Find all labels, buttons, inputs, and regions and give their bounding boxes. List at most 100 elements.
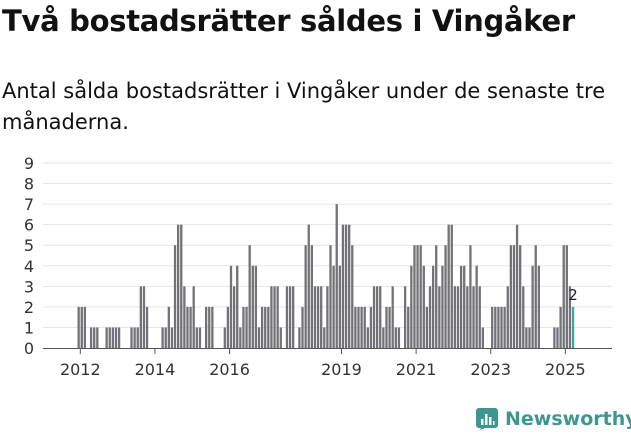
- bar: [469, 245, 472, 348]
- bar: [341, 224, 345, 348]
- bar: [553, 327, 556, 348]
- bar-highlight: [571, 306, 575, 348]
- bar: [298, 327, 301, 348]
- bar: [372, 286, 376, 348]
- bar: [130, 327, 133, 348]
- y-tick-label: 5: [24, 236, 34, 255]
- y-tick-label: 8: [24, 175, 34, 194]
- x-tick-label: 2023: [470, 360, 511, 379]
- bar: [232, 286, 236, 348]
- bar: [167, 306, 170, 348]
- x-axis: 2012 2014 2016 2019 2021 2023 2025: [43, 348, 612, 379]
- bar: [562, 245, 565, 348]
- bar: [288, 286, 292, 348]
- bar: [450, 224, 453, 348]
- bar: [375, 286, 379, 348]
- bar: [431, 265, 435, 348]
- brand-name: Newsworthy: [505, 408, 631, 430]
- bar: [385, 306, 388, 348]
- bar: [173, 245, 177, 348]
- bar: [114, 327, 118, 348]
- x-tick-label: 2025: [545, 360, 586, 379]
- y-tick-label: 6: [24, 216, 34, 235]
- bar: [276, 286, 279, 348]
- bar: [254, 265, 258, 348]
- bar: [441, 265, 444, 348]
- bar: [111, 327, 115, 348]
- bar: [459, 265, 463, 348]
- bar: [301, 306, 304, 348]
- bar: [117, 327, 121, 348]
- bar: [292, 286, 295, 348]
- bar: [565, 245, 568, 348]
- bar: [413, 245, 416, 348]
- bar: [537, 265, 540, 348]
- bar: [357, 306, 360, 348]
- bar: [307, 224, 310, 348]
- x-tick-label: 2014: [135, 360, 176, 379]
- bar: [338, 265, 341, 348]
- bar: [348, 224, 351, 348]
- bar: [313, 286, 317, 348]
- bar: [80, 306, 83, 348]
- x-tick-label: 2016: [209, 360, 250, 379]
- bar: [522, 286, 525, 348]
- bar: [145, 306, 149, 348]
- y-tick-label: 0: [24, 339, 34, 358]
- bar: [534, 245, 537, 348]
- x-tick-label: 2019: [321, 360, 362, 379]
- bar: [382, 327, 385, 348]
- bar: [366, 327, 369, 348]
- bar: [344, 224, 348, 348]
- y-tick-label: 7: [24, 195, 34, 214]
- x-tick-label: 2021: [396, 360, 437, 379]
- bar: [242, 306, 245, 348]
- chart-title: Två bostadsrätter såldes i Vingåker: [2, 4, 575, 38]
- bar: [435, 245, 438, 348]
- chart-subtitle: Antal sålda bostadsrätter i Vingåker und…: [2, 79, 606, 134]
- bar: [320, 286, 323, 348]
- bar: [93, 327, 96, 348]
- bar: [512, 245, 516, 348]
- bar: [503, 306, 506, 348]
- bar: [363, 306, 366, 348]
- bar: [170, 327, 174, 348]
- bar: [559, 306, 562, 348]
- bar: [568, 286, 572, 348]
- bar: [239, 327, 242, 348]
- bar: [260, 306, 264, 348]
- bar-chart-icon: [476, 408, 498, 430]
- y-tick-label: 1: [24, 318, 34, 337]
- bar: [360, 306, 363, 348]
- bar: [257, 327, 261, 348]
- bars: [77, 204, 575, 348]
- bar: [329, 245, 332, 348]
- bar: [189, 306, 192, 348]
- bar: [264, 306, 267, 348]
- bar: [478, 286, 481, 348]
- bar: [506, 286, 509, 348]
- bar: [519, 245, 522, 348]
- bar: [208, 306, 211, 348]
- bar: [500, 306, 503, 348]
- bar: [425, 306, 429, 348]
- bar: [397, 327, 401, 348]
- bar: [285, 286, 289, 348]
- newsworthy-logo[interactable]: Newsworthy: [476, 408, 631, 430]
- bar: [326, 286, 329, 348]
- x-tick-label: 2012: [60, 360, 101, 379]
- bar: [183, 286, 186, 348]
- bar-value-label: 2: [568, 286, 578, 304]
- bar: [83, 306, 87, 348]
- bar: [438, 286, 441, 348]
- bar: [142, 286, 146, 348]
- bar: [394, 327, 397, 348]
- bar: [528, 327, 531, 348]
- bar: [419, 245, 422, 348]
- bar: [369, 306, 373, 348]
- y-axis-ticks: 0 12 34 56 78 9: [24, 154, 34, 358]
- y-tick-label: 2: [24, 298, 34, 317]
- bar: [509, 245, 513, 348]
- bar: [267, 306, 270, 348]
